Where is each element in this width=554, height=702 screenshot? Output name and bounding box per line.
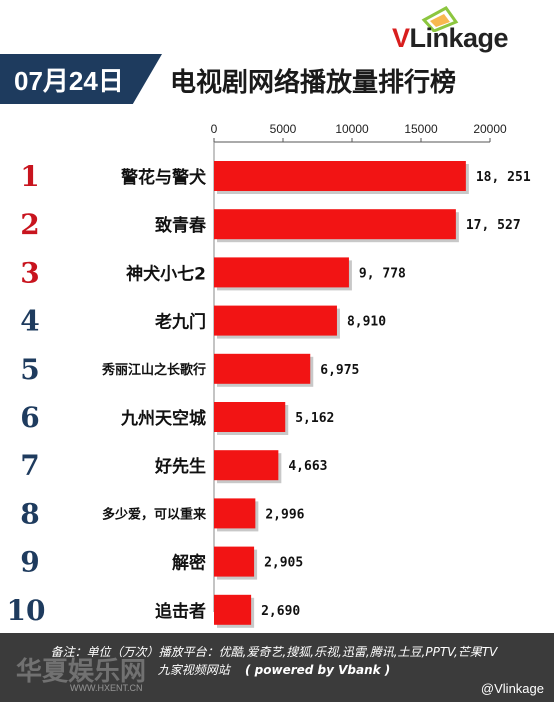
rank-number: 1 (20, 160, 39, 193)
bar (214, 209, 456, 240)
bar (214, 257, 349, 288)
category-label: 神犬小七2 (126, 263, 206, 284)
category-label: 秀丽江山之长歌行 (101, 362, 206, 378)
category-label: 老九门 (154, 312, 206, 333)
category-label: 好先生 (154, 456, 206, 477)
date-badge: 07月24日 (0, 54, 162, 104)
rank-number: 3 (20, 256, 39, 289)
x-tick-label: 10000 (335, 122, 369, 136)
value-label: 4,663 (288, 459, 327, 474)
bar (214, 498, 256, 529)
value-label: 9, 778 (359, 266, 406, 281)
chart-rows: 1 警花与警犬 18, 251 2 致青春 17, 527 3 神犬小七2 9, 778 4 老九门… (7, 160, 531, 628)
bar (214, 546, 255, 577)
value-label: 17, 527 (466, 218, 521, 233)
rank-number: 9 (20, 546, 39, 579)
footer-powered: ( powered by Vbank ) (244, 663, 391, 677)
rank-number: 5 (20, 353, 39, 386)
rank-number: 10 (7, 594, 46, 627)
footer-note-sites: 九家视频网站 (157, 663, 230, 677)
rank-number: 8 (20, 497, 39, 530)
value-label: 18, 251 (476, 170, 531, 185)
x-tick-label: 15000 (404, 122, 438, 136)
value-label: 2,690 (261, 604, 300, 619)
logo-frame-icon (421, 6, 459, 32)
social-handle: @Vlinkage (480, 681, 544, 696)
logo-text: VLinkage (392, 23, 509, 54)
x-tick-label: 0 (211, 122, 218, 136)
rank-number: 6 (20, 401, 39, 434)
bar (214, 594, 252, 625)
logo-prefix: V (392, 23, 410, 53)
logo-suffix: Linkage (409, 23, 509, 53)
value-label: 6,975 (320, 363, 359, 378)
x-tick-label: 20000 (473, 122, 507, 136)
x-tick-label: 5000 (270, 122, 297, 136)
vlinkage-logo: VLinkage (392, 6, 542, 54)
category-label: 追击者 (155, 601, 206, 622)
bar (214, 450, 279, 481)
bar (214, 353, 311, 384)
value-label: 8,910 (347, 315, 386, 330)
category-label: 解密 (172, 553, 206, 574)
category-label: 警花与警犬 (120, 167, 207, 188)
rank-number: 2 (20, 208, 39, 241)
bar (214, 402, 286, 432)
footer-note: 备注：单位（万次）播放平台：优酷,爱奇艺,搜狐,乐视,迅雷,腾讯,土豆,PPTV… (34, 643, 514, 679)
ranking-bar-chart: 0 5000 10000 15000 20000 1 警花与警犬 18, 251 2 致青春 17… (7, 122, 531, 628)
value-label: 2,996 (265, 507, 304, 522)
value-label: 5,162 (295, 411, 334, 426)
category-label: 多少爱，可以重来 (102, 506, 207, 522)
bar (214, 161, 466, 191)
category-label: 致青春 (155, 215, 206, 236)
page-title: 电视剧网络播放量排行榜 (170, 68, 457, 98)
watermark-text: 华夏娱乐网 (16, 657, 147, 687)
rank-number: 4 (20, 305, 39, 338)
footer-note-line-2: 九家视频网站 ( powered by Vbank ) (34, 661, 514, 679)
category-label: 九州天空城 (120, 408, 206, 429)
footer-note-line: 备注：单位（万次）播放平台：优酷,爱奇艺,搜狐,乐视,迅雷,腾讯,土豆,PPTV… (50, 645, 498, 659)
value-label: 2,905 (264, 556, 303, 571)
watermark-url: WWW.HXENT.CN (70, 683, 143, 693)
footer: 华夏娱乐网 WWW.HXENT.CN 备注：单位（万次）播放平台：优酷,爱奇艺,… (0, 633, 554, 702)
rank-number: 7 (20, 449, 39, 482)
date-label: 07月24日 (14, 65, 124, 96)
bar (214, 305, 337, 336)
